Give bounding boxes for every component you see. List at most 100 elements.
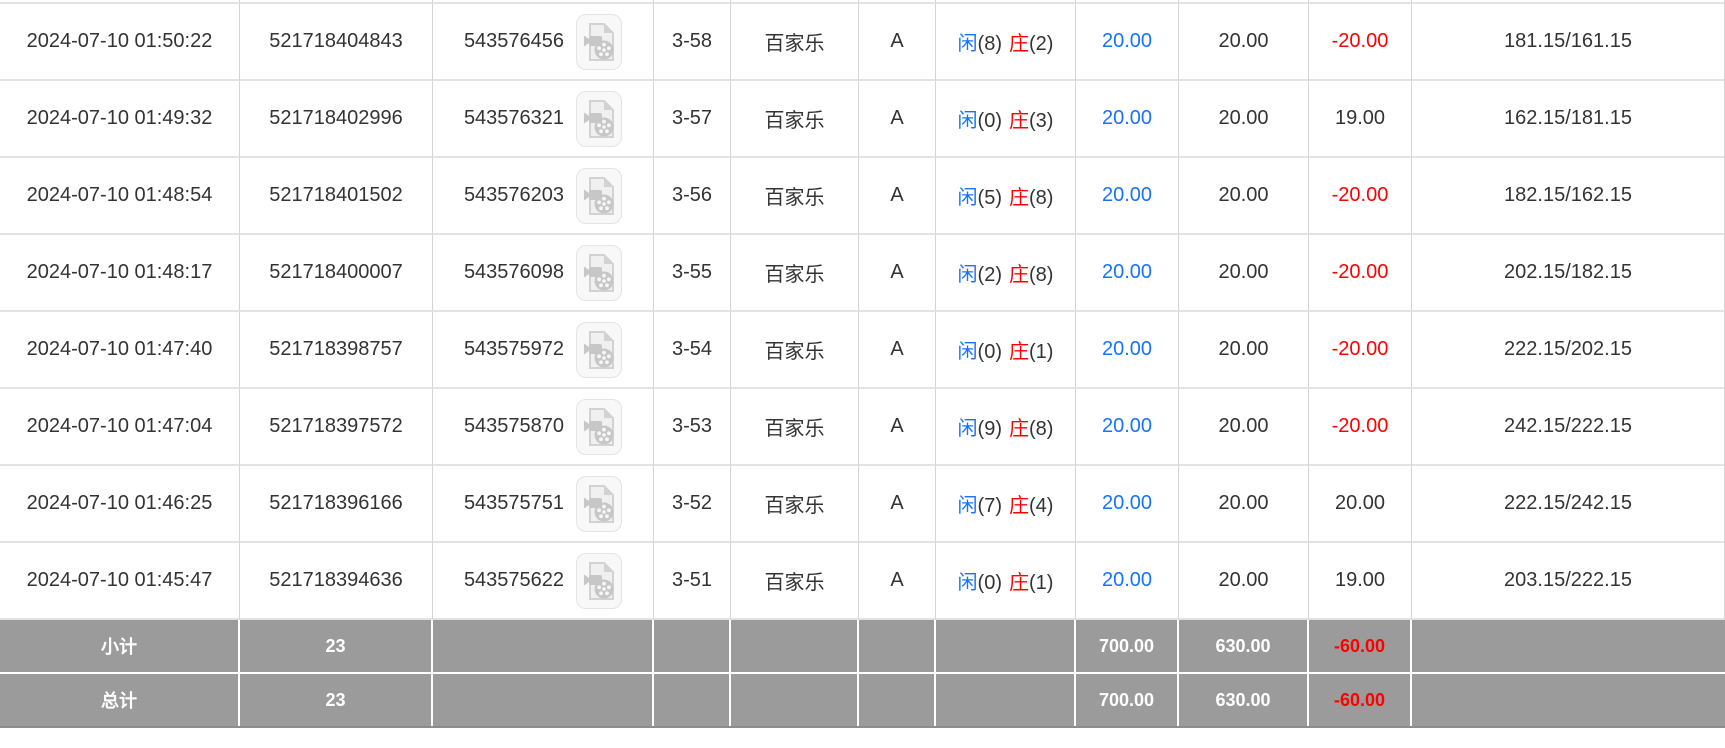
cell-game-id-group: 543576456 [433,4,654,81]
summary-empty-cell [859,620,936,674]
cell-result: 闲(0) 庄(3) [936,81,1076,158]
summary-empty-cell [1412,620,1725,674]
video-playback-button[interactable] [576,398,623,455]
video-playback-button[interactable] [576,475,623,532]
cell-game-name: 百家乐 [731,312,859,389]
video-playback-button[interactable] [576,552,623,609]
top-edge-row [0,0,1725,4]
cell-valid-amount: 20.00 [1179,543,1309,620]
summary-empty-cell [654,674,731,726]
result-player-label: 闲 [957,341,978,363]
cell-valid-amount: 20.00 [1179,235,1309,312]
video-record-icon [584,22,615,61]
video-playback-button[interactable] [576,167,623,224]
cell-game-id-group: 543576098 [433,235,654,312]
cell-game-id: 543576203 [463,184,565,206]
result-banker-label: 庄 [1009,495,1029,517]
cell-balance: 222.15/242.15 [1412,466,1725,543]
result-banker-label: 庄 [1009,33,1029,55]
table-row: 2024-07-10 01:47:40 521718398757 5435759… [0,312,1725,389]
cell-game-id: 543575751 [463,492,565,514]
cell-win-loss: -20.00 [1309,389,1412,466]
cell-game-id-group: 543575622 [433,543,654,620]
video-record-icon [584,561,615,600]
spacer-cell [240,0,433,4]
total-bet-total: 700.00 [1076,674,1179,726]
cell-result: 闲(7) 庄(4) [936,466,1076,543]
cell-win-loss: -20.00 [1309,235,1412,312]
cell-round: 3-53 [654,389,731,466]
cell-table-code: A [859,4,936,81]
video-record-icon [584,407,615,446]
total-valid-total: 630.00 [1179,674,1309,726]
table-row: 2024-07-10 01:48:17 521718400007 5435760… [0,235,1725,312]
table-row: 2024-07-10 01:46:25 521718396166 5435757… [0,466,1725,543]
game-id-wrapper: 543576098 [434,244,652,301]
cell-table-code: A [859,312,936,389]
result-banker-score: (4) [1029,495,1054,517]
cell-time: 2024-07-10 01:46:25 [0,466,240,543]
cell-win-loss: -20.00 [1309,312,1412,389]
cell-game-name: 百家乐 [731,389,859,466]
summary-empty-cell [731,620,859,674]
game-id-wrapper: 543575751 [434,475,652,532]
subtotal-bet-total: 700.00 [1076,620,1179,674]
result-player-label: 闲 [957,187,978,209]
bottom-divider [0,726,1725,728]
cell-time: 2024-07-10 01:45:47 [0,543,240,620]
cell-result: 闲(5) 庄(8) [936,158,1076,235]
result-banker-label: 庄 [1009,418,1029,440]
cell-table-code: A [859,466,936,543]
cell-game-name: 百家乐 [731,158,859,235]
result-player-score: (9) [977,418,1002,440]
cell-valid-amount: 20.00 [1179,158,1309,235]
result-banker-score: (3) [1029,110,1054,132]
spacer-cell [859,0,936,4]
cell-balance: 203.15/222.15 [1412,543,1725,620]
cell-bet-amount: 20.00 [1076,81,1179,158]
cell-bet-amount: 20.00 [1076,466,1179,543]
result-banker-label: 庄 [1009,572,1029,594]
cell-time: 2024-07-10 01:50:22 [0,4,240,81]
video-playback-button[interactable] [576,244,623,301]
game-id-wrapper: 543575972 [434,321,652,378]
cell-order-id: 521718402996 [240,81,433,158]
cell-valid-amount: 20.00 [1179,312,1309,389]
game-id-wrapper: 543575870 [434,398,652,455]
result-player-score: (5) [977,187,1002,209]
result-banker-score: (1) [1029,341,1054,363]
result-player-score: (0) [977,572,1002,594]
cell-order-id: 521718401502 [240,158,433,235]
cell-order-id: 521718404843 [240,4,433,81]
cell-result: 闲(0) 庄(1) [936,543,1076,620]
summary-empty-cell [654,620,731,674]
video-playback-button[interactable] [576,321,623,378]
result-player-label: 闲 [957,264,978,286]
cell-game-id-group: 543576321 [433,81,654,158]
result-banker-label: 庄 [1009,341,1029,363]
table-row: 2024-07-10 01:49:32 521718402996 5435763… [0,81,1725,158]
subtotal-row: 小计 23 700.00 630.00 -60.00 [0,620,1725,674]
cell-result: 闲(9) 庄(8) [936,389,1076,466]
total-win-loss-total: -60.00 [1309,674,1412,726]
result-banker-score: (8) [1029,264,1054,286]
cell-order-id: 521718398757 [240,312,433,389]
cell-order-id: 521718394636 [240,543,433,620]
result-player-label: 闲 [957,572,978,594]
cell-bet-amount: 20.00 [1076,389,1179,466]
spacer-cell [936,0,1076,4]
result-banker-score: (8) [1029,187,1054,209]
table-row: 2024-07-10 01:47:04 521718397572 5435758… [0,389,1725,466]
video-playback-button[interactable] [576,90,623,147]
table-body: 2024-07-10 01:50:22 521718404843 5435764… [0,0,1725,620]
cell-valid-amount: 20.00 [1179,4,1309,81]
cell-round: 3-54 [654,312,731,389]
result-player-score: (2) [977,264,1002,286]
table-row: 2024-07-10 01:48:54 521718401502 5435762… [0,158,1725,235]
subtotal-label: 小计 [0,620,240,674]
cell-order-id: 521718397572 [240,389,433,466]
cell-round: 3-57 [654,81,731,158]
cell-round: 3-52 [654,466,731,543]
video-playback-button[interactable] [576,13,623,70]
cell-balance: 222.15/202.15 [1412,312,1725,389]
